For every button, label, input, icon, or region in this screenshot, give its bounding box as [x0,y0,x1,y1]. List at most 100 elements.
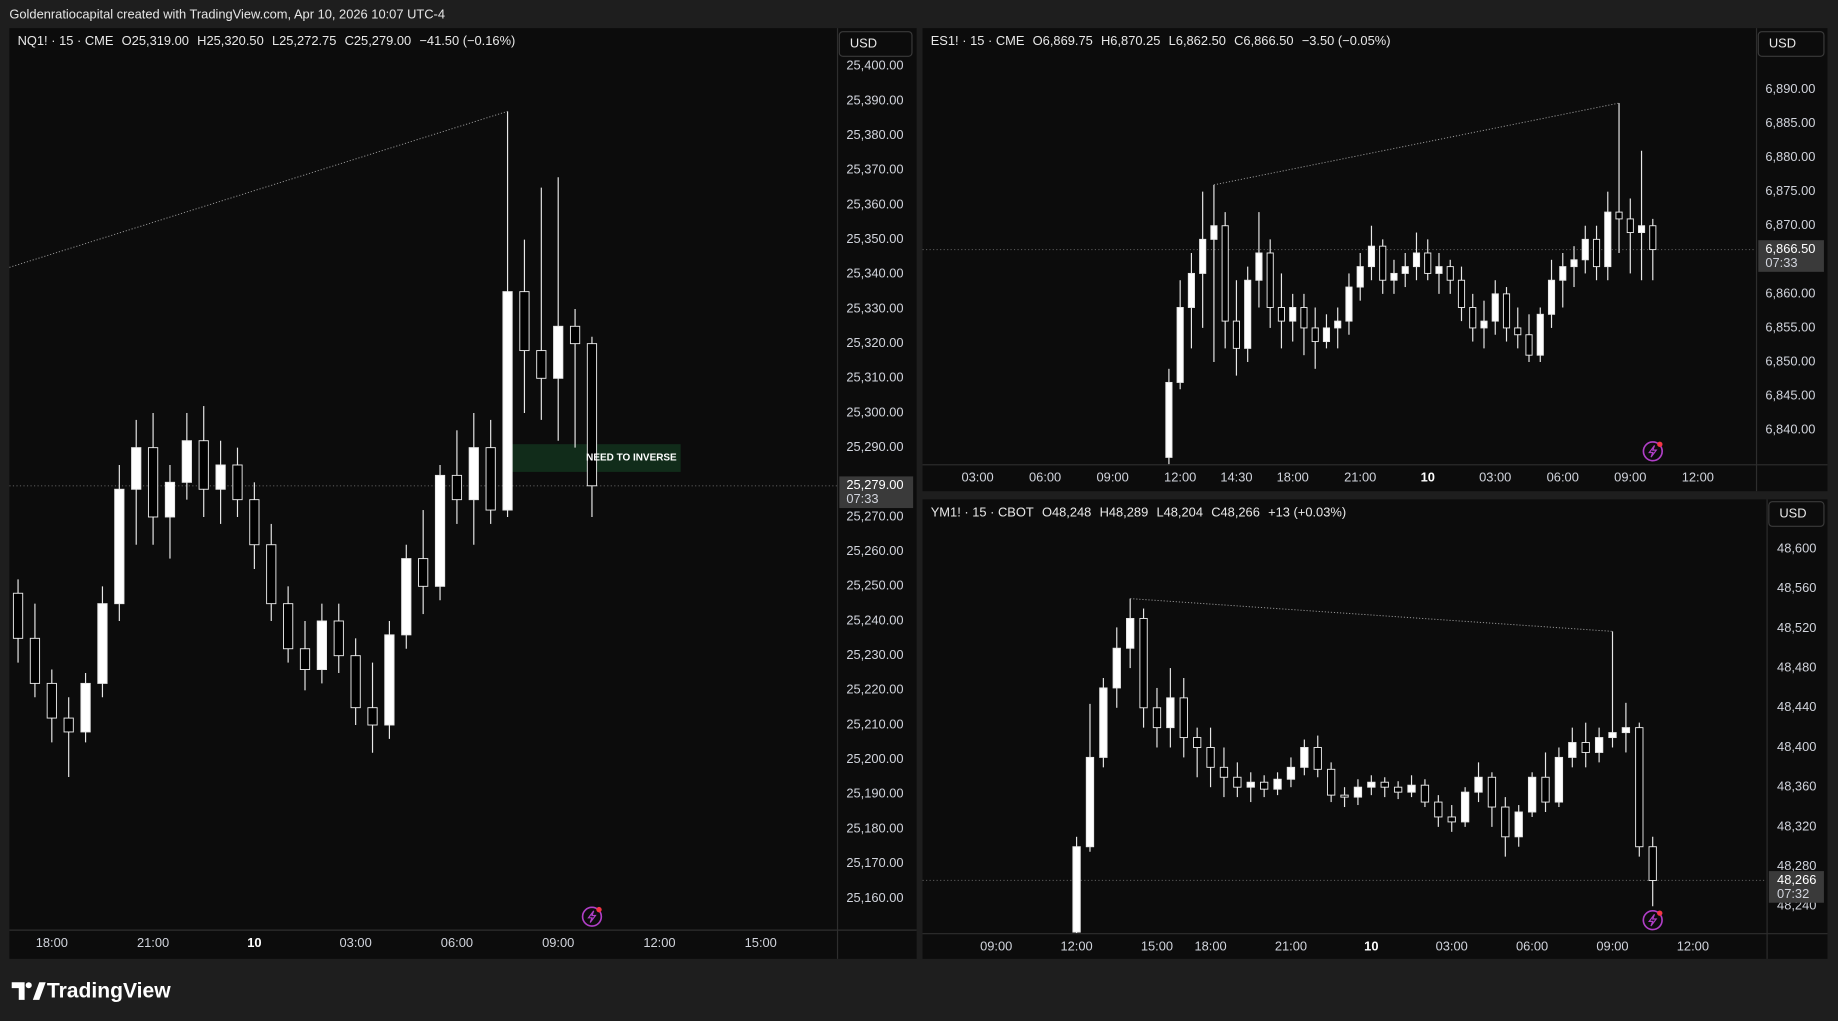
brand-logo: TradingView [11,979,171,1002]
candle-body [1501,806,1510,838]
x-tick-label: 06:00 [441,935,473,950]
candle-body [147,447,159,518]
candle-body [181,440,192,483]
candle-body [553,325,564,379]
x-tick-label: 12:00 [1677,939,1709,954]
y-tick-label: 25,210.00 [846,716,903,731]
y-tick-label: 25,270.00 [846,508,903,523]
y-tick-label: 25,180.00 [846,820,903,835]
chart-panel: 48,600 48,560 48,520 48,480 48,440 48,400 48,3… [922,499,1828,959]
chart-panel: 25,400.00 25,390.00 25,380.00 25,370.00 25,3… [9,28,917,959]
candle-body [1345,286,1353,322]
currency-button[interactable]: USD [838,31,913,57]
bar-countdown: 07:33 [846,491,878,506]
candle-body [1447,816,1456,823]
currency-button-box [838,31,913,57]
y-tick-label: 48,600 [1777,540,1816,555]
candle-body [215,464,226,490]
candle-body [1232,320,1240,349]
candle-body [1635,727,1644,848]
candle-body [1401,266,1409,274]
candle-body [1626,218,1634,234]
legend-item: YM1! · 15 · CBOT [931,505,1034,520]
currency-label: USD [1779,505,1806,520]
legend-item: L6,862.50 [1169,34,1226,49]
legend-item: −41.50 (−0.16%) [419,34,515,49]
brand-name: TradingView [47,979,171,1002]
candle-body [1568,742,1577,758]
candle-body [536,350,547,379]
annotation-label: NEED TO INVERSE [586,453,677,464]
candle-body [1085,756,1095,848]
candle-body [1340,794,1349,798]
alert-icon-ring [1642,441,1663,462]
candle-body [367,707,378,726]
candle-body [63,717,74,733]
alert-icon [1642,909,1663,931]
candle-body [1246,781,1255,788]
panel-background [922,499,1828,959]
candle-body [1424,252,1432,274]
candle-body [1412,252,1421,268]
candle-body [1334,320,1342,329]
x-tick-label: 18:00 [1277,470,1309,485]
candle-body [1112,647,1121,689]
y-tick-label: 25,320.00 [846,335,903,350]
candle-body [1502,293,1511,329]
currency-button-box [1768,501,1825,527]
candle-body [1126,617,1135,649]
legend-item: H25,320.50 [197,34,264,49]
candle-body [316,620,327,671]
y-tick-label: 25,190.00 [846,786,903,801]
x-tick-label: 21:00 [1275,939,1307,954]
y-tick-label: 48,360 [1777,779,1816,794]
alert-icon [581,906,603,927]
candle-body [114,488,125,605]
y-tick-label: 25,300.00 [846,404,903,419]
candle-body [384,634,395,726]
legend-item: C48,266 [1211,505,1260,520]
alert-icon-dot [1657,910,1663,916]
legend-item: L48,204 [1156,505,1203,520]
x-tick-label: 09:00 [1097,470,1129,485]
candle-body [586,343,598,487]
x-tick-label: 09:00 [1614,470,1646,485]
currency-button[interactable]: USD [1768,501,1825,527]
last-price-box [1768,871,1824,903]
candle-body [1179,697,1188,739]
y-tick-label: 25,400.00 [846,58,903,73]
candle-body [1514,327,1522,336]
candle-body [1099,687,1108,758]
candle-body [1379,245,1387,281]
candle-body [164,481,176,518]
y-tick-label: 25,370.00 [846,162,903,177]
currency-label: USD [850,35,877,50]
x-tick-label: 06:00 [1029,470,1061,485]
candle-body [1199,238,1207,274]
y-tick-label: 48,320 [1777,818,1816,833]
alert-icon-bolt [1648,913,1658,927]
currency-button[interactable]: USD [1757,31,1825,57]
symbol-legend: YM1! · 15 · CBOT O48,248 H48,289 L48,204 C48… [931,505,1346,520]
alert-icon-dot [596,906,602,913]
x-tick-label: 09:00 [542,935,574,950]
candle-body [1435,266,1443,274]
candle-body [266,544,277,605]
y-tick-label: 6,845.00 [1765,387,1815,402]
y-tick-label: 6,870.00 [1765,217,1815,232]
candle-body [1615,211,1623,220]
candle-body [1300,747,1309,768]
candle-body [1457,279,1466,308]
y-tick-label: 48,480 [1777,659,1816,674]
candle-body [1491,293,1499,322]
candle-body [451,474,463,501]
x-tick-label: 03:00 [340,935,372,950]
y-tick-label: 25,160.00 [846,890,903,905]
x-tick-label: 09:00 [1596,939,1628,954]
y-tick-label: 25,220.00 [846,682,903,697]
candle-body [1559,266,1567,281]
legend-item: H48,289 [1100,505,1149,520]
candle-body [1210,225,1218,240]
y-tick-label: 25,330.00 [846,300,903,315]
